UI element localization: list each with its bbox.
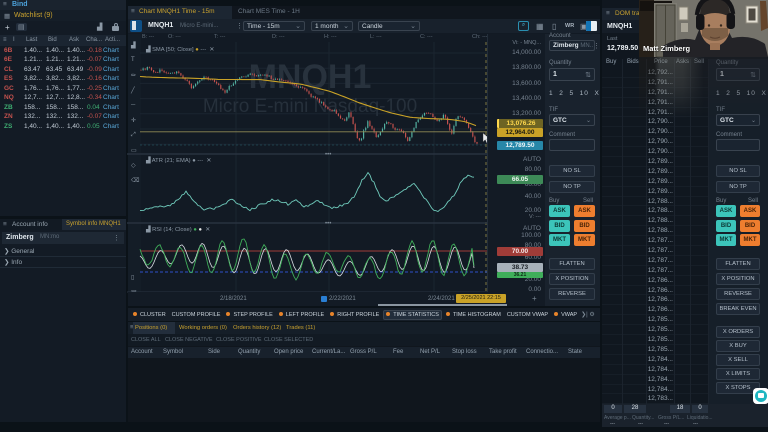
svg-text:•••: •••	[325, 221, 331, 227]
svg-text:Micro E-mini Nasdaq-100: Micro E-mini Nasdaq-100	[203, 96, 417, 117]
svg-text:•••: •••	[325, 152, 331, 158]
svg-text:MNQH1: MNQH1	[249, 58, 372, 96]
